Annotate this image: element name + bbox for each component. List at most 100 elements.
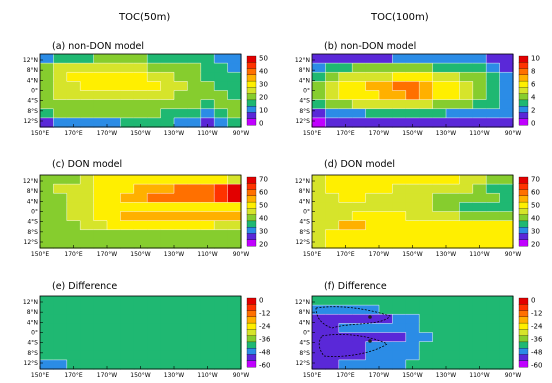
- x-tick-label: 170°E: [336, 251, 354, 258]
- heatmap-cell: [160, 341, 175, 352]
- colorbar-swatch: [246, 80, 257, 88]
- heatmap-cell: [147, 175, 162, 185]
- colorbar-swatch: [246, 55, 257, 63]
- heatmap-cell: [419, 229, 434, 240]
- heatmap-cell: [379, 305, 393, 315]
- heatmap-cell: [53, 350, 68, 361]
- heatmap-cell: [352, 238, 367, 249]
- heatmap-cell: [499, 72, 514, 82]
- y-tick-label: 12°S: [296, 118, 311, 125]
- heatmap-cell: [312, 99, 326, 110]
- heatmap-cell: [459, 341, 474, 352]
- heatmap-cell: [499, 332, 514, 343]
- heatmap-cell: [472, 184, 487, 194]
- colorbar-tick-label: 70: [259, 176, 268, 184]
- heatmap-cell: [352, 314, 367, 324]
- y-tick-label: 4°N: [299, 77, 310, 84]
- heatmap-cell: [499, 229, 514, 240]
- heatmap-cell: [214, 220, 229, 231]
- heatmap-cell: [40, 81, 54, 92]
- x-tick-label: 170°E: [336, 130, 354, 137]
- colorbar-swatch: [246, 62, 257, 69]
- heatmap-cell: [446, 202, 460, 213]
- heatmap-cell: [174, 117, 188, 128]
- colorbar-swatch: [518, 214, 529, 222]
- colorbar-swatch: [518, 316, 529, 324]
- heatmap-cell: [312, 90, 326, 101]
- heatmap-cell: [93, 193, 108, 203]
- heatmap-cell: [446, 220, 460, 231]
- heatmap-cell: [107, 305, 121, 315]
- heatmap-cell: [147, 341, 162, 352]
- heatmap-cell: [459, 332, 474, 343]
- heatmap-cell: [352, 193, 367, 203]
- heatmap-cell: [66, 341, 81, 352]
- colorbar-swatch: [518, 354, 529, 362]
- heatmap-cell: [93, 54, 108, 64]
- heatmap-cell: [338, 359, 353, 370]
- heatmap-cell: [160, 211, 175, 222]
- heatmap-cell: [446, 350, 460, 361]
- colorbar-swatch: [518, 87, 529, 95]
- heatmap-cell: [446, 99, 460, 110]
- heatmap-cell: [80, 72, 95, 82]
- heatmap-cell: [200, 54, 215, 64]
- heatmap-cell: [392, 184, 407, 194]
- heatmap-cell: [227, 63, 242, 73]
- heatmap-cell: [66, 296, 81, 306]
- heatmap-cell: [53, 305, 68, 315]
- heatmap-cell: [432, 99, 447, 110]
- colorbar-swatch: [518, 310, 529, 318]
- heatmap-cell: [66, 184, 81, 194]
- colorbar-swatch: [246, 99, 257, 107]
- x-tick-label: 110°W: [197, 130, 217, 137]
- heatmap-cell: [405, 54, 420, 64]
- heatmap-cell: [80, 99, 95, 110]
- heatmap-cell: [432, 90, 447, 101]
- colorbar-tick-labels: 50 40 30 20 10 0: [259, 55, 268, 128]
- heatmap-cell: [352, 117, 367, 128]
- heatmap-cell: [365, 323, 380, 334]
- heatmap-cell: [312, 54, 326, 64]
- heatmap-cell: [160, 323, 175, 334]
- heatmap-cell: [325, 202, 340, 213]
- colorbar-swatch: [246, 341, 257, 349]
- x-tick-label: 150°W: [402, 130, 422, 137]
- colorbar: [246, 297, 257, 368]
- heatmap-cell: [53, 175, 68, 185]
- heatmap-cell: [147, 72, 162, 82]
- heatmap-cell: [405, 175, 420, 185]
- colorbar-tick-labels: 70 60 50 40 30 20: [259, 176, 268, 249]
- colorbar-swatch: [246, 220, 257, 228]
- heatmap-cell: [120, 296, 135, 306]
- heatmap-cells: [40, 296, 242, 370]
- heatmap-cell: [133, 202, 148, 213]
- x-tick-label: 170°E: [64, 130, 82, 137]
- heatmap-cell: [160, 63, 175, 73]
- heatmap-cell: [187, 323, 202, 334]
- heatmap-cell: [486, 359, 501, 370]
- heatmap-cell: [352, 341, 367, 352]
- heatmap-cell: [214, 108, 229, 119]
- heatmap-cell: [107, 332, 121, 343]
- colorbar-swatch: [518, 55, 529, 63]
- colorbar-tick-labels: 0 -12 -24 -36 -48 -60: [531, 297, 543, 370]
- y-tick-label: 8°S: [299, 229, 310, 236]
- heatmap-cell: [214, 359, 229, 370]
- heatmap-cell: [227, 99, 242, 110]
- colorbar-swatch: [518, 176, 529, 184]
- heatmap-cell: [227, 72, 242, 82]
- colorbar-swatch: [246, 360, 257, 368]
- heatmap-cell: [499, 238, 514, 249]
- heatmap-cell: [365, 90, 380, 101]
- heatmap-cell: [486, 323, 501, 334]
- heatmap-cell: [187, 54, 202, 64]
- x-tick-labels: 150°E 170°E 170°W 150°W 130°W 110°W 90°W: [303, 130, 521, 137]
- heatmap-cell: [379, 54, 393, 64]
- heatmap-cell: [107, 81, 121, 92]
- heatmap-cell: [214, 305, 229, 315]
- heatmap-cell: [107, 323, 121, 334]
- heatmap-cell: [499, 81, 514, 92]
- y-tick-label: 8°S: [27, 350, 38, 357]
- heatmap-cell: [40, 211, 54, 222]
